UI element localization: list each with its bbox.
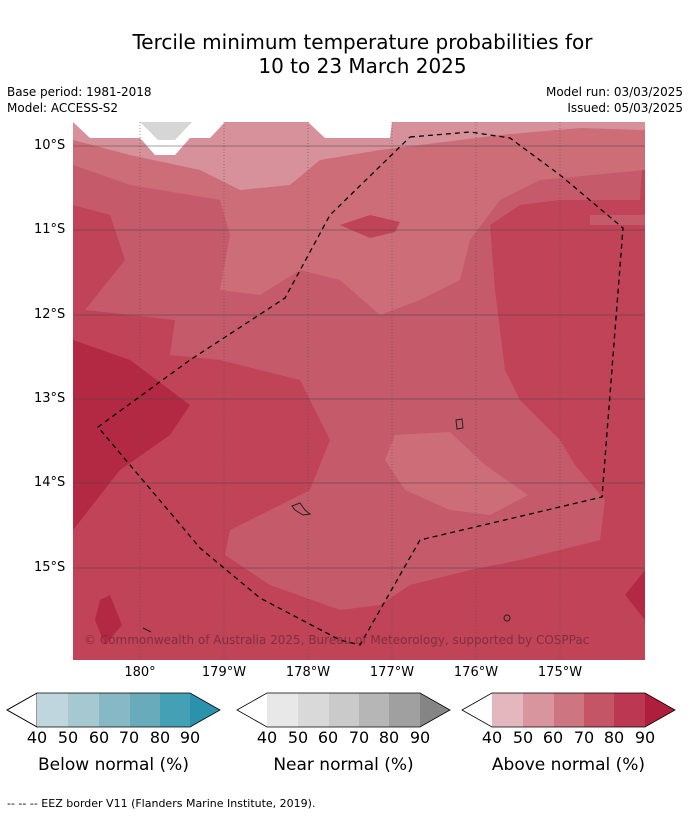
cb-near-tick: 40 (256, 728, 278, 747)
cb-above-tick: 70 (573, 728, 595, 747)
colorbar-below (6, 692, 221, 728)
region-no-data (73, 122, 225, 155)
lon-label-178w: 178°W (285, 665, 331, 680)
copyright-notice: © Commonwealth of Australia 2025, Bureau… (84, 633, 590, 647)
region-no-data-2 (308, 122, 392, 138)
cb-above-tick: 60 (542, 728, 564, 747)
colorbar-near (236, 692, 451, 728)
region-70-south (385, 432, 528, 515)
lat-label-14s: 14°S (34, 475, 66, 490)
cb-near-tick: 50 (287, 728, 309, 747)
lon-label-176w: 176°W (453, 665, 499, 680)
lat-label-15s: 15°S (34, 560, 66, 575)
cb-below-tick: 80 (149, 728, 171, 747)
base-period: Base period: 1981-2018 (7, 85, 152, 99)
lon-label-180: 180° (124, 665, 156, 680)
title-line-2: 10 to 23 March 2025 (258, 54, 467, 78)
lat-label-13s: 13°S (34, 391, 66, 406)
cb-near-tick: 60 (317, 728, 339, 747)
region-60 (73, 122, 645, 190)
cb-below-tick: 50 (57, 728, 79, 747)
lat-label-10s: 10°S (34, 138, 66, 153)
cb-above-tick: 50 (512, 728, 534, 747)
map-title: Tercile minimum temperature probabilitie… (0, 30, 690, 78)
lon-label-179w: 179°W (201, 665, 247, 680)
model-name: Model: ACCESS-S2 (7, 101, 119, 115)
region-90 (73, 340, 190, 530)
meta-right: Model run: 03/03/2025 Issued: 05/03/2025 (546, 84, 683, 116)
meta-left: Base period: 1981-2018 Model: ACCESS-S2 (7, 84, 152, 116)
model-run: Model run: 03/03/2025 (545, 85, 683, 99)
title-line-1: Tercile minimum temperature probabilitie… (132, 30, 593, 54)
lat-label-11s: 11°S (34, 222, 66, 237)
cb-below-tick: 40 (26, 728, 48, 747)
region-90-south (95, 595, 122, 645)
cb-near-tick: 70 (348, 728, 370, 747)
lat-lines (73, 145, 645, 569)
near-normal-label: Near normal (%) (273, 755, 414, 775)
lon-label-175w: 175°W (537, 665, 583, 680)
island-3 (503, 614, 511, 622)
region-80-east (590, 215, 645, 225)
region-90-east (625, 570, 645, 620)
region-near-normal (140, 122, 192, 140)
above-normal-label: Above normal (%) (491, 755, 646, 775)
cb-above-tick: 80 (603, 728, 625, 747)
cb-above-tick: 90 (634, 728, 656, 747)
region-80-patch (340, 215, 400, 238)
eez-legend-note: -- -- -- EEZ border V11 (Flanders Marine… (7, 797, 316, 810)
cb-near-tick: 80 (378, 728, 400, 747)
lon-label-177w: 177°W (369, 665, 415, 680)
island-4 (142, 627, 152, 633)
cb-near-tick: 90 (409, 728, 431, 747)
issued-date: Issued: 05/03/2025 (567, 101, 683, 115)
below-normal-label: Below normal (%) (38, 755, 189, 775)
cb-below-tick: 70 (118, 728, 140, 747)
colorbar-above (461, 692, 676, 728)
cb-below-tick: 90 (179, 728, 201, 747)
cb-below-tick: 60 (88, 728, 110, 747)
cb-above-tick: 40 (481, 728, 503, 747)
lat-label-12s: 12°S (34, 307, 66, 322)
island-1 (455, 418, 464, 430)
island-2 (291, 502, 312, 516)
